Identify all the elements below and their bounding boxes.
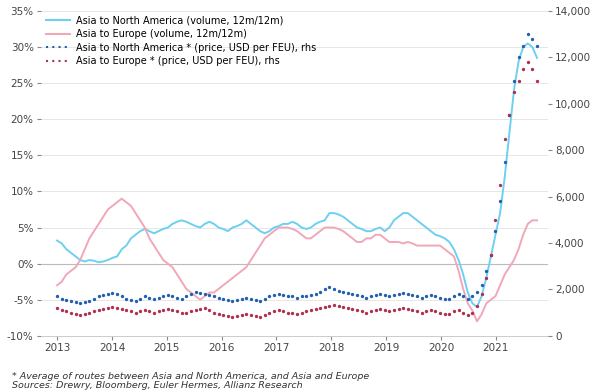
Legend: Asia to North America (volume, 12m/12m), Asia to Europe (volume, 12m/12m), Asia : Asia to North America (volume, 12m/12m),… [45,16,316,66]
Text: Sources: Drewry, Bloomberg, Euler Hermes, Allianz Research: Sources: Drewry, Bloomberg, Euler Hermes… [12,381,303,390]
Text: * Average of routes between Asia and North America, and Asia and Europe: * Average of routes between Asia and Nor… [12,372,369,381]
